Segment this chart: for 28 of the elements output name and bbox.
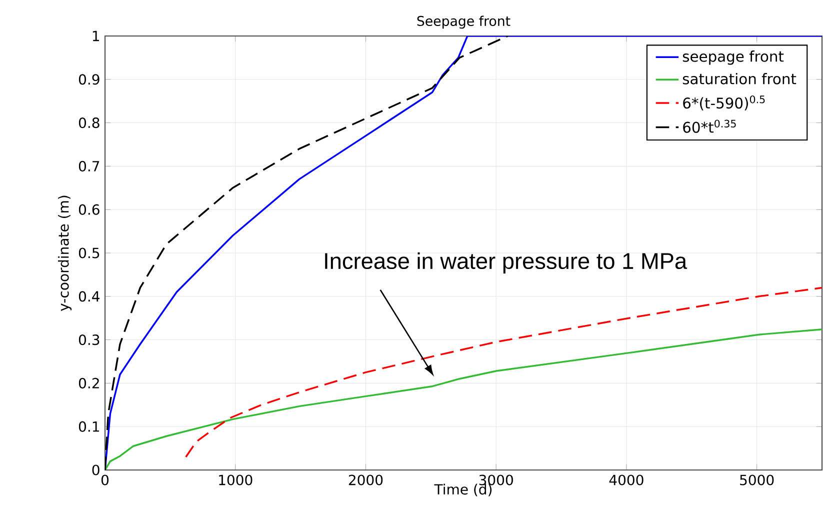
y-tick-label: 0.2 [78,378,99,388]
legend-label: 6*(t-590)$^{0.5}$ [683,96,765,110]
x-tick-label: 5000 [740,474,774,486]
y-tick-label: 0.8 [78,117,100,128]
line-series [105,36,822,470]
y-tick-label: 0 [92,464,100,476]
legend-label: 60*t$^{0.35}$ [683,120,736,133]
line-series [105,328,822,470]
x-tick-label: 4000 [609,474,644,486]
legend-label: saturation front [682,73,796,84]
y-tick-label: 1 [92,30,100,42]
y-tick-label: 0.6 [78,204,100,215]
line-series [184,286,822,458]
y-tick-label: 0.1 [78,421,100,432]
y-tick-label: 0.3 [78,334,100,346]
y-tick-label: 0.5 [78,248,100,258]
y-axis-title: y-coordinate (m) [58,196,72,311]
x-tick-label: 3000 [479,474,513,486]
chart-title: Seepage front [417,16,510,29]
x-axis-title: Time (d) [434,484,492,496]
annotation: Increase in water pressure to 1 MPa [325,252,688,274]
y-tick-label: 0.4 [78,291,100,302]
x-tick-label: 2000 [348,474,383,486]
x-tick-label: 0 [101,474,109,486]
legend-label: seepage front [682,50,784,65]
x-tick-label: 1000 [219,474,252,486]
y-tick-label: 0.7 [78,160,100,172]
y-tick-label: 0.9 [78,74,100,85]
